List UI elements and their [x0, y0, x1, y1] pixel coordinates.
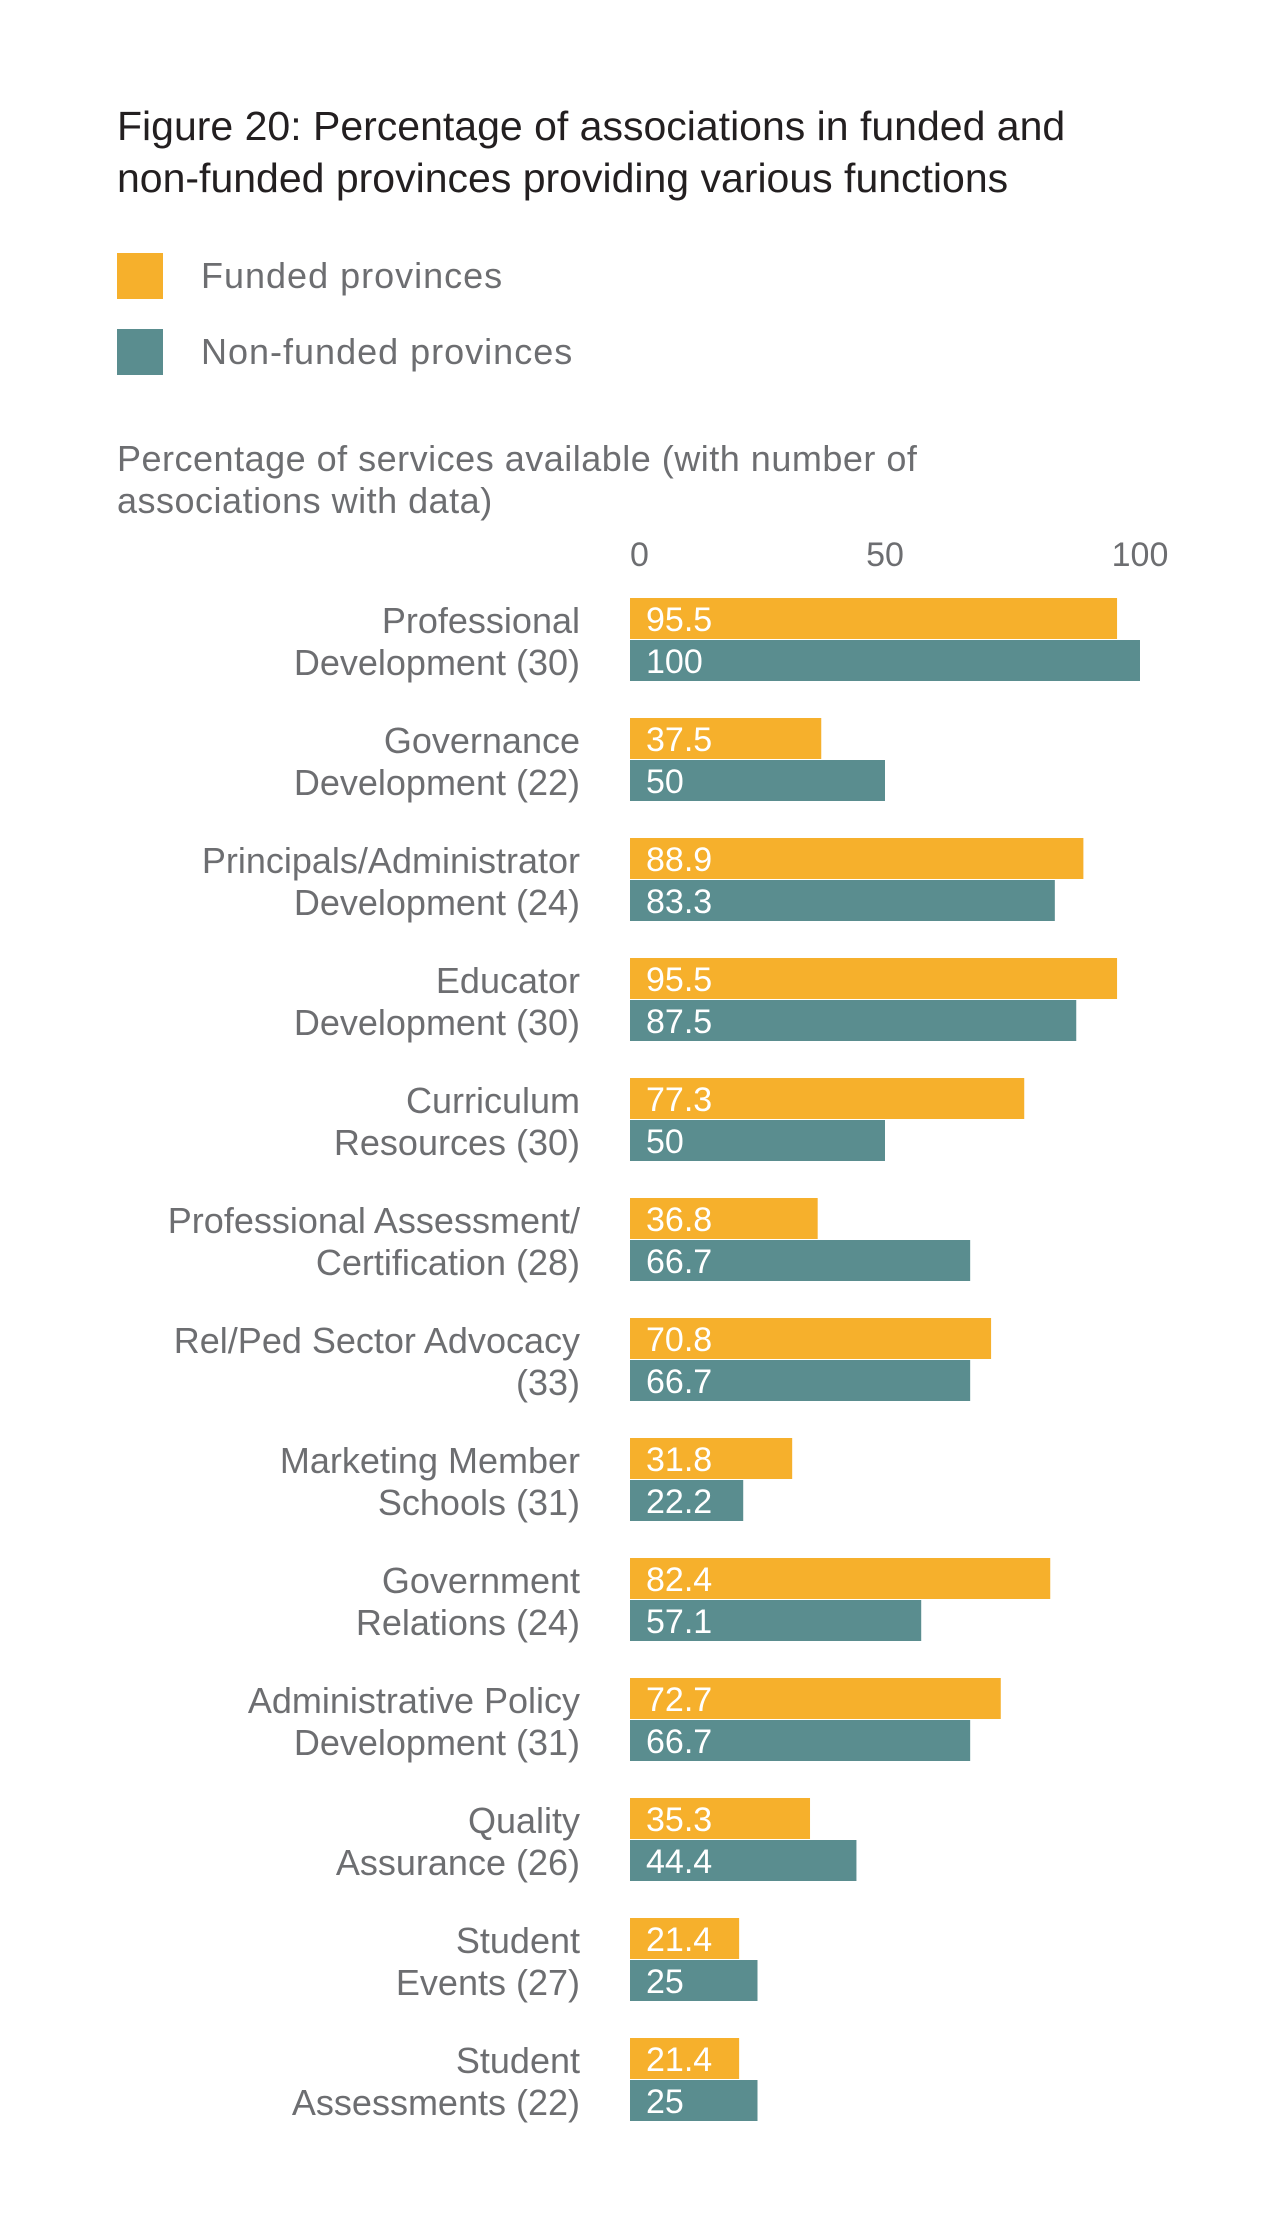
category-label: Principals/Administrator — [202, 840, 580, 881]
bar-funded — [630, 718, 822, 759]
data-label-non-funded: 83.3 — [646, 883, 712, 921]
category-label: Development (30) — [294, 1002, 580, 1043]
category-label: Schools (31) — [378, 1482, 580, 1523]
category-label: Administrative Policy — [248, 1680, 580, 1721]
x-tick-label: 50 — [866, 536, 904, 574]
category-label: Assurance (26) — [336, 1842, 580, 1883]
data-label-funded: 77.3 — [646, 1081, 712, 1119]
data-label-funded: 82.4 — [646, 1561, 712, 1599]
bar-non-funded — [630, 1720, 971, 1761]
data-label-non-funded: 25 — [646, 2083, 684, 2121]
bar-non-funded — [630, 1600, 922, 1641]
title-line-2: non-funded provinces providing various f… — [117, 155, 1009, 201]
data-label-non-funded: 100 — [646, 643, 703, 681]
category-label: Events (27) — [396, 1962, 580, 2003]
data-label-funded: 95.5 — [646, 601, 712, 639]
category-label: Marketing Member — [280, 1440, 580, 1481]
bar-non-funded — [630, 1960, 758, 2001]
axis-caption-line-2: associations with data) — [117, 480, 493, 521]
bar-funded — [630, 1918, 740, 1959]
category-label: Assessments (22) — [292, 2082, 580, 2123]
data-label-non-funded: 25 — [646, 1963, 684, 2001]
bar-funded — [630, 1678, 1001, 1719]
axis-caption-line-1: Percentage of services available (with n… — [117, 438, 918, 479]
data-label-funded: 88.9 — [646, 841, 712, 879]
data-label-funded: 95.5 — [646, 961, 712, 999]
data-label-non-funded: 50 — [646, 763, 684, 801]
category-label: Student — [456, 2040, 580, 2081]
category-label: Relations (24) — [356, 1602, 580, 1643]
bar-funded — [630, 2038, 740, 2079]
bar-funded — [630, 1438, 793, 1479]
data-label-funded: 72.7 — [646, 1681, 712, 1719]
bar-non-funded — [630, 1840, 857, 1881]
data-label-non-funded: 57.1 — [646, 1603, 712, 1641]
category-label: Professional Assessment/ — [168, 1200, 580, 1241]
data-label-non-funded: 87.5 — [646, 1003, 712, 1041]
legend-swatch-funded — [117, 253, 163, 299]
category-label: Quality — [468, 1800, 580, 1841]
category-label: Rel/Ped Sector Advocacy — [174, 1320, 580, 1361]
legend-label-non-funded: Non-funded provinces — [201, 331, 574, 372]
bar-funded — [630, 598, 1118, 639]
data-label-funded: 21.4 — [646, 2041, 712, 2079]
bar-non-funded — [630, 2080, 758, 2121]
legend-swatch-non-funded — [117, 329, 163, 375]
bar-non-funded — [630, 1480, 744, 1521]
data-label-non-funded: 44.4 — [646, 1843, 712, 1881]
data-label-funded: 37.5 — [646, 721, 712, 759]
data-label-funded: 36.8 — [646, 1201, 712, 1239]
category-label: Curriculum — [406, 1080, 580, 1121]
data-label-non-funded: 66.7 — [646, 1243, 712, 1281]
category-label: Resources (30) — [334, 1122, 580, 1163]
category-label: (33) — [516, 1362, 580, 1403]
category-label: Certification (28) — [316, 1242, 580, 1283]
x-tick-label: 0 — [630, 536, 649, 574]
data-label-funded: 21.4 — [646, 1921, 712, 1959]
axis-caption: Percentage of services available (with n… — [117, 438, 1117, 522]
category-label: Governance — [384, 720, 580, 761]
category-label: Educator — [436, 960, 580, 1001]
category-label: Development (30) — [294, 642, 580, 683]
figure-title: Figure 20: Percentage of associations in… — [117, 100, 1217, 204]
bar-non-funded — [630, 1000, 1077, 1041]
data-label-non-funded: 66.7 — [646, 1363, 712, 1401]
bar-non-funded — [630, 1240, 971, 1281]
category-label: Development (22) — [294, 762, 580, 803]
data-label-non-funded: 22.2 — [646, 1483, 712, 1521]
bar-non-funded — [630, 1120, 885, 1161]
category-label: Student — [456, 1920, 580, 1961]
data-label-non-funded: 66.7 — [646, 1723, 712, 1761]
category-label: Development (31) — [294, 1722, 580, 1763]
category-label: Government — [382, 1560, 580, 1601]
bar-funded — [630, 1318, 992, 1359]
bar-funded — [630, 1078, 1025, 1119]
bar-non-funded — [630, 880, 1055, 921]
bar-non-funded — [630, 1360, 971, 1401]
bar-non-funded — [630, 640, 1140, 681]
data-label-funded: 70.8 — [646, 1321, 712, 1359]
legend-label-funded: Funded provinces — [201, 255, 504, 296]
bar-non-funded — [630, 760, 885, 801]
bar-funded — [630, 1558, 1051, 1599]
x-tick-label: 100 — [1112, 536, 1169, 574]
bar-funded — [630, 838, 1084, 879]
data-label-non-funded: 50 — [646, 1123, 684, 1161]
data-label-funded: 31.8 — [646, 1441, 712, 1479]
title-line-1: Figure 20: Percentage of associations in… — [117, 103, 1066, 149]
bar-funded — [630, 1798, 811, 1839]
bar-funded — [630, 1198, 818, 1239]
bar-funded — [630, 958, 1118, 999]
category-label: Development (24) — [294, 882, 580, 923]
category-label: Professional — [382, 600, 580, 641]
data-label-funded: 35.3 — [646, 1801, 712, 1839]
